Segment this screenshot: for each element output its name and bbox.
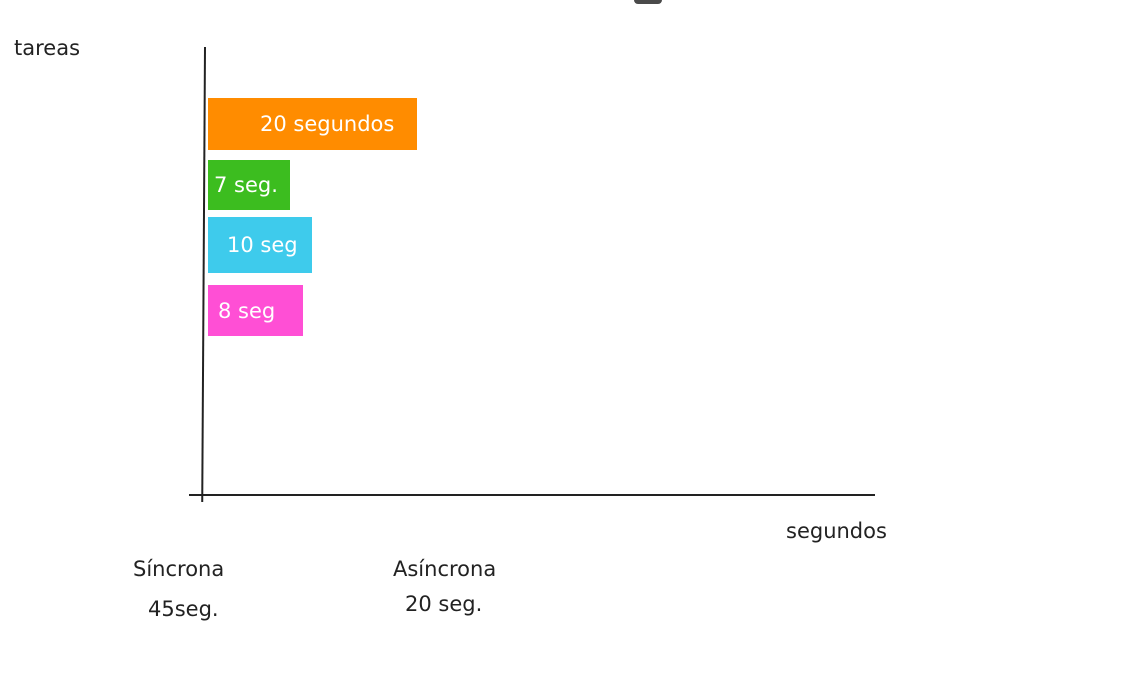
task-bar-7-seconds: 7 seg. — [208, 160, 290, 210]
top-tab-handle — [634, 0, 662, 4]
task-bar-label: 8 seg — [218, 298, 276, 323]
task-bar-8-seconds: 8 seg — [208, 285, 303, 336]
task-bar-20-seconds: 20 segundos — [208, 98, 417, 150]
y-axis-line — [201, 47, 206, 503]
task-bar-10-seconds: 10 seg — [208, 217, 312, 273]
async-label: Asíncrona — [393, 557, 497, 581]
x-axis-label: segundos — [786, 519, 887, 543]
y-axis-label: tareas — [14, 36, 81, 60]
async-total-value: 20 seg. — [405, 592, 483, 616]
task-bar-label: 20 segundos — [260, 112, 395, 136]
x-axis-line — [189, 494, 875, 496]
sync-total-value: 45seg. — [148, 597, 219, 621]
task-bar-label: 7 seg. — [214, 173, 278, 197]
sync-label: Síncrona — [133, 557, 225, 581]
task-bar-label: 10 seg — [227, 233, 298, 257]
